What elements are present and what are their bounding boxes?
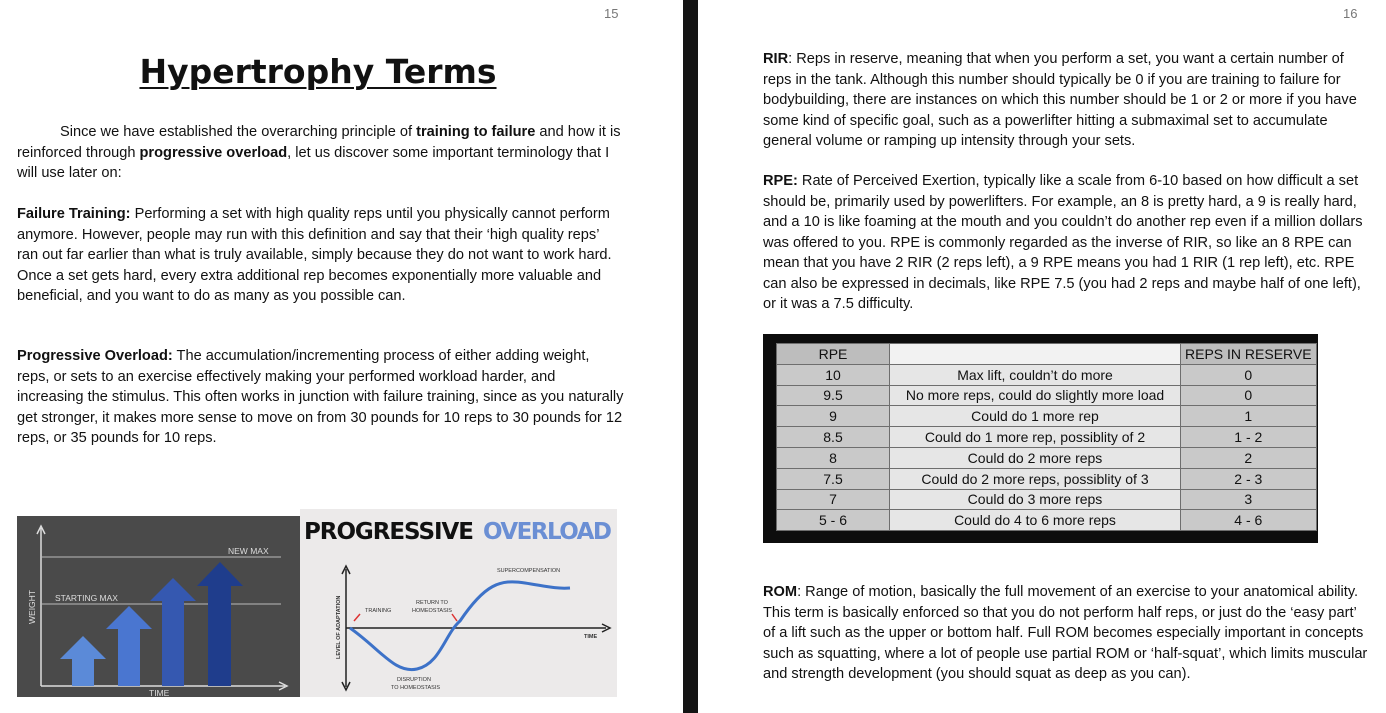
progressive-overload-paragraph: Progressive Overload: The accumulation/i…: [17, 346, 625, 449]
left-page: 15 Hypertrophy Terms Since we have estab…: [0, 0, 683, 713]
intro-bold-1: training to failure: [416, 124, 536, 140]
description-cell: Could do 1 more rep, possiblity of 2: [889, 426, 1181, 448]
rpe-cell: 10: [776, 363, 890, 386]
rir-text: : Reps in reserve, meaning that when you…: [763, 51, 1357, 149]
intro-bold-2: progressive overload: [139, 144, 288, 161]
table-row: 8 Could do 2 more reps 2: [776, 446, 1317, 469]
rir-cell: 3: [1180, 488, 1317, 511]
x-axis-arrow: [278, 681, 289, 691]
header-reps-in-reserve: REPS IN RESERVE: [1180, 343, 1317, 365]
figure-title-progressive: PROGRESSIVE: [304, 519, 474, 545]
rir-term: RIR: [763, 51, 789, 67]
rom-text: : Range of motion, basically the full mo…: [763, 584, 1368, 682]
header-rpe: RPE: [776, 343, 890, 365]
description-cell: Max lift, couldn’t do more: [889, 363, 1181, 386]
adaptation-axis-arrow-down: [341, 681, 351, 692]
header-description: [889, 343, 1181, 365]
weight-over-time-graphic: NEW MAX STARTING MAX WEIGHT TIME: [27, 524, 289, 698]
rpe-cell: 9: [776, 405, 890, 428]
progressive-overload-figure: PROGRESSIVE OVERLOAD SUPERCOMPENSATION R…: [300, 509, 617, 697]
adaptation-curve: [349, 580, 571, 672]
rir-cell: 2: [1180, 446, 1317, 469]
starting-max-label: STARTING MAX: [55, 593, 118, 603]
time-label: TIME: [584, 634, 597, 640]
rpe-cell: 8.5: [776, 426, 890, 448]
table-row: 9 Could do 1 more rep 1: [776, 405, 1317, 428]
page-number: 16: [1343, 6, 1358, 21]
intro-text-2: and how it is reinforced through: [17, 124, 621, 161]
table-row: 9.5 No more reps, could do slightly more …: [776, 384, 1317, 407]
page-title: Hypertrophy Terms: [139, 52, 497, 91]
bar-arrow-4: [197, 562, 243, 686]
rpe-cell: 5 - 6: [776, 509, 890, 532]
failure-training-text: Performing a set with high quality reps …: [17, 206, 612, 304]
rpe-paragraph: RPE: Rate of Perceived Exertion, typical…: [763, 171, 1373, 315]
supercompensation-label: SUPERCOMPENSATION: [497, 568, 560, 574]
table-header-row: RPE REPS IN RESERVE: [776, 343, 1317, 365]
description-cell: No more reps, could do slightly more loa…: [889, 384, 1181, 407]
rom-term: ROM: [763, 584, 798, 600]
weight-over-time-figure: NEW MAX STARTING MAX WEIGHT TIME: [17, 516, 300, 698]
progressive-overload-text: The accumulation/incrementing process of…: [17, 348, 624, 446]
return-label-1: RETURN TO: [416, 600, 449, 606]
progressive-overload-graphic: PROGRESSIVE OVERLOAD SUPERCOMPENSATION R…: [304, 519, 612, 692]
rir-cell: 0: [1180, 363, 1317, 386]
rir-cell: 0: [1180, 384, 1317, 407]
bar-arrow-2: [106, 606, 152, 686]
rpe-cell: 8: [776, 446, 890, 469]
new-max-label: NEW MAX: [228, 546, 269, 556]
rom-paragraph: ROM: Range of motion, basically the full…: [763, 582, 1368, 685]
intro-text-3: , let us discover some important termino…: [17, 144, 610, 182]
rpe-table: RPE REPS IN RESERVE 10 Max lift, couldn’t…: [776, 343, 1317, 532]
description-cell: Could do 1 more rep: [889, 405, 1181, 428]
description-cell: Could do 4 to 6 more reps: [889, 509, 1181, 532]
rpe-cell: 7.5: [776, 467, 890, 490]
table-row: 7 Could do 3 more reps 3: [776, 488, 1317, 511]
adaptation-axis-label: LEVEL OF ADAPTATION: [336, 596, 342, 659]
return-label-2: HOMEOSTASIS: [412, 608, 452, 614]
figure-title-overload: OVERLOAD: [483, 519, 612, 545]
description-cell: Could do 2 more reps: [889, 446, 1181, 469]
page-number: 15: [604, 6, 619, 21]
failure-training-paragraph: Failure Training: Performing a set with …: [17, 204, 622, 307]
rir-paragraph: RIR: Reps in reserve, meaning that when …: [763, 49, 1373, 152]
rir-cell: 2 - 3: [1180, 467, 1317, 490]
training-marker: [353, 613, 361, 622]
bar-arrow-3: [150, 578, 196, 686]
rpe-cell: 9.5: [776, 384, 890, 407]
disruption-label-1: DISRUPTION: [397, 677, 431, 683]
rpe-table-image: RPE REPS IN RESERVE 10 Max lift, couldn’t…: [763, 334, 1318, 543]
bar-arrow-1: [60, 636, 106, 686]
page-gutter: [683, 0, 698, 713]
rpe-term: RPE:: [763, 173, 798, 189]
y-axis-arrow: [36, 524, 46, 535]
failure-training-term: Failure Training:: [17, 206, 131, 222]
time-axis-arrow: [601, 623, 612, 633]
rir-cell: 1 - 2: [1180, 426, 1317, 448]
intro-paragraph: Since we have established the overarchin…: [17, 122, 622, 184]
disruption-label-2: TO HOMEOSTASIS: [391, 685, 440, 691]
description-cell: Could do 2 more reps, possiblity of 3: [889, 467, 1181, 490]
rir-cell: 4 - 6: [1180, 509, 1317, 532]
weight-axis-label: WEIGHT: [27, 590, 37, 624]
rpe-cell: 7: [776, 488, 890, 511]
rpe-text: Rate of Perceived Exertion, typically li…: [763, 173, 1363, 312]
table-row: 5 - 6 Could do 4 to 6 more reps 4 - 6: [776, 509, 1317, 532]
training-label: TRAINING: [365, 608, 391, 614]
table-row: 7.5 Could do 2 more reps, possiblity of 3…: [776, 467, 1317, 490]
description-cell: Could do 3 more reps: [889, 488, 1181, 511]
right-page: 16 RIR: Reps in reserve, meaning that wh…: [698, 0, 1386, 713]
rir-cell: 1: [1180, 405, 1317, 428]
return-marker: [451, 613, 458, 622]
table-row: 10 Max lift, couldn’t do more 0: [776, 363, 1317, 386]
adaptation-axis-arrow-up: [341, 564, 351, 575]
intro-text-1: Since we have established the overarchin…: [60, 124, 417, 140]
time-axis-label: TIME: [149, 688, 170, 697]
progressive-overload-term: Progressive Overload:: [17, 348, 173, 364]
